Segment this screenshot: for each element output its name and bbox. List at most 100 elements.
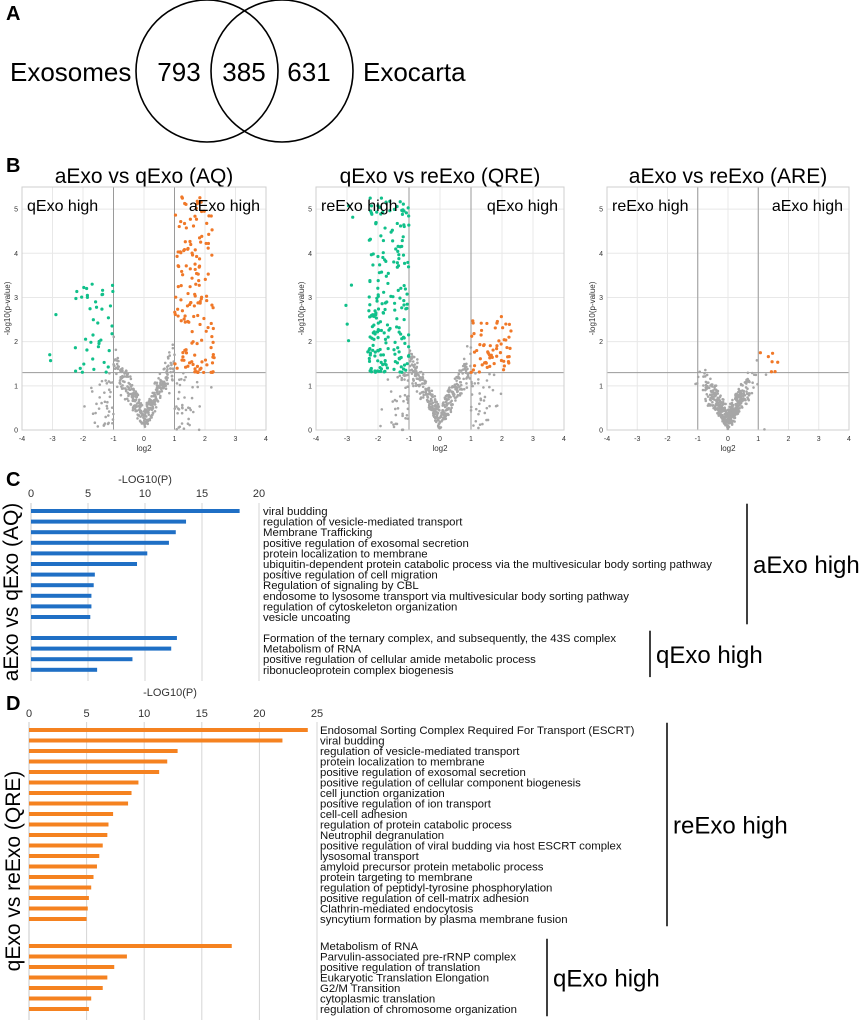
data-point-green — [401, 335, 406, 339]
data-point-green — [82, 362, 86, 366]
data-point-green — [395, 325, 399, 329]
data-point-orange — [770, 360, 774, 364]
data-point-grey — [744, 398, 747, 402]
data-point-grey — [147, 413, 151, 416]
bar-category-label: Formation of the ternary complex, and su… — [263, 633, 616, 645]
data-point-grey — [115, 372, 118, 376]
data-point-orange — [479, 328, 484, 333]
data-point-grey — [125, 375, 128, 378]
data-point-green — [383, 226, 387, 230]
data-point-grey — [703, 375, 707, 378]
data-point-grey — [478, 392, 481, 395]
data-point-orange — [200, 360, 204, 364]
bar-category-label: protein localization to membrane — [263, 548, 428, 560]
data-point-orange — [181, 351, 185, 355]
data-point-grey — [111, 381, 115, 384]
data-point-green — [376, 279, 380, 283]
data-point-grey — [138, 398, 141, 402]
data-point-grey — [184, 408, 188, 412]
data-point-green — [402, 209, 406, 213]
data-point-green — [75, 289, 79, 294]
venn-diagram: Exosomes Exocarta 793 385 631 — [10, 0, 466, 143]
data-point-green — [78, 366, 82, 370]
data-point-grey — [415, 366, 418, 370]
data-point-grey — [478, 402, 481, 406]
data-point-grey — [704, 383, 708, 387]
x-tick-label: 3 — [531, 436, 535, 443]
data-point-grey — [736, 408, 740, 411]
data-point-grey — [159, 394, 162, 398]
x-axis-label: log2 — [136, 444, 152, 453]
data-point-orange — [199, 209, 204, 214]
data-point-green — [93, 300, 98, 304]
data-point-grey — [721, 400, 725, 404]
data-point-grey — [169, 370, 172, 374]
bar-category-label: vesicle uncoating — [263, 612, 350, 624]
data-point-grey — [119, 375, 122, 379]
data-point-orange — [206, 272, 210, 276]
data-point-grey — [698, 370, 702, 374]
y-tick-label: 0 — [14, 428, 18, 435]
data-point-grey — [752, 386, 755, 389]
data-point-orange — [184, 226, 188, 230]
x-tick-label: -3 — [634, 436, 640, 443]
data-point-green — [401, 235, 405, 239]
data-point-grey — [155, 381, 159, 385]
group-label: qExo high — [553, 966, 660, 993]
data-point-grey — [123, 375, 126, 378]
data-point-green — [382, 331, 386, 335]
bar — [31, 562, 138, 566]
bar-x-tick-label: 10 — [139, 488, 151, 500]
data-point-orange — [202, 209, 206, 213]
data-point-grey — [477, 412, 480, 416]
data-point-grey — [716, 403, 720, 407]
data-point-grey — [133, 407, 137, 411]
data-point-grey — [176, 397, 180, 401]
data-point-grey — [164, 387, 168, 391]
data-point-green — [375, 299, 379, 303]
data-point-grey — [469, 352, 472, 356]
data-point-grey — [136, 401, 140, 405]
x-tick-label: 1 — [173, 436, 177, 443]
data-point-grey — [452, 394, 455, 398]
data-point-orange — [480, 363, 484, 367]
data-point-grey — [733, 413, 737, 416]
data-point-green — [396, 244, 400, 248]
data-point-green — [400, 244, 404, 248]
data-point-green — [389, 294, 393, 298]
data-point-grey — [103, 391, 106, 394]
bar — [31, 646, 172, 651]
data-point-grey — [440, 411, 443, 415]
data-point-orange — [491, 348, 495, 352]
data-point-orange — [202, 316, 206, 321]
data-point-grey — [428, 402, 431, 406]
bar-x-tick-label: 10 — [138, 708, 150, 720]
data-point-orange — [506, 360, 511, 364]
data-point-green — [379, 270, 384, 274]
data-point-grey — [210, 386, 213, 389]
data-point-grey — [401, 412, 404, 416]
data-point-green — [405, 302, 409, 306]
data-point-grey — [410, 357, 414, 360]
bar-category-label: cell-cell adhesion — [320, 809, 407, 821]
bar — [29, 896, 89, 900]
data-point-green — [386, 335, 390, 339]
bar — [31, 583, 94, 588]
data-point-green — [407, 333, 411, 337]
data-point-orange — [182, 247, 187, 252]
bar-category-label: lysosomal transport — [320, 851, 420, 863]
y-tick-label: 3 — [599, 295, 603, 302]
data-point-grey — [728, 405, 731, 409]
data-point-green — [102, 360, 106, 365]
data-point-green — [376, 286, 380, 290]
data-point-orange — [206, 325, 210, 330]
bar-category-label: regulation of cytoskeleton organization — [263, 601, 457, 613]
data-point-grey — [178, 383, 182, 387]
data-point-orange — [197, 279, 201, 283]
data-point-grey — [153, 409, 157, 413]
data-point-orange — [175, 254, 179, 258]
data-point-grey — [142, 419, 146, 422]
data-point-green — [393, 308, 397, 312]
data-point-orange — [191, 362, 195, 367]
data-point-grey — [153, 402, 157, 406]
